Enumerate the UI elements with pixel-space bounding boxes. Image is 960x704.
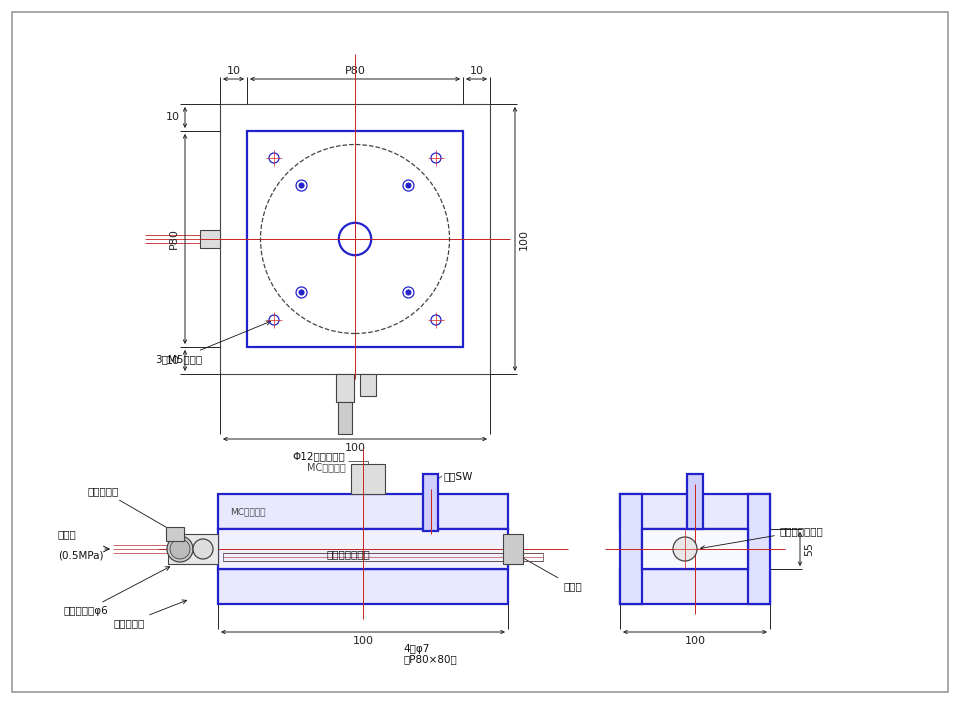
Text: 10: 10 xyxy=(227,66,241,76)
Bar xyxy=(247,131,463,347)
Text: 100: 100 xyxy=(352,636,373,646)
Text: 排気フィルター: 排気フィルター xyxy=(701,526,824,550)
Text: (0.5MPa): (0.5MPa) xyxy=(58,551,104,561)
Text: 流量調整弁: 流量調整弁 xyxy=(113,600,186,628)
Text: 55: 55 xyxy=(804,542,814,556)
Text: 3～M5タップ: 3～M5タップ xyxy=(155,321,271,364)
Bar xyxy=(223,553,543,561)
Circle shape xyxy=(300,183,304,188)
Text: 圧力調整弁: 圧力調整弁 xyxy=(88,486,180,535)
Bar xyxy=(166,527,184,541)
Text: （P80×80）: （P80×80） xyxy=(403,654,457,664)
Bar xyxy=(338,402,352,434)
Circle shape xyxy=(406,183,411,188)
Text: 10: 10 xyxy=(166,356,180,365)
Bar xyxy=(168,534,218,564)
Text: P80: P80 xyxy=(345,66,366,76)
Circle shape xyxy=(300,290,304,295)
Text: MCナイロン: MCナイロン xyxy=(307,462,346,472)
Text: バイブレーター: バイブレーター xyxy=(326,549,370,559)
Bar xyxy=(336,374,354,402)
Text: Φ12（振動部）: Φ12（振動部） xyxy=(293,451,346,461)
Text: 100: 100 xyxy=(684,636,706,646)
Bar xyxy=(642,529,748,570)
Bar xyxy=(200,230,220,248)
Text: P80: P80 xyxy=(169,229,179,249)
Text: 10: 10 xyxy=(166,113,180,122)
Circle shape xyxy=(193,539,213,559)
Bar xyxy=(423,474,438,531)
Circle shape xyxy=(673,537,697,561)
Bar xyxy=(620,570,770,604)
Bar xyxy=(687,474,703,529)
Text: 100: 100 xyxy=(519,229,529,249)
Text: MCナイロン: MCナイロン xyxy=(230,507,266,516)
Circle shape xyxy=(406,290,411,295)
Bar xyxy=(218,570,508,604)
Bar xyxy=(350,464,385,494)
Bar xyxy=(620,494,642,604)
Circle shape xyxy=(167,536,193,562)
Bar xyxy=(218,529,508,570)
Text: 4～φ7: 4～φ7 xyxy=(403,644,429,654)
Text: 駆動SW: 駆動SW xyxy=(443,471,472,481)
Text: 100: 100 xyxy=(345,443,366,453)
Text: 10: 10 xyxy=(469,66,484,76)
Circle shape xyxy=(170,539,190,559)
Bar xyxy=(220,104,490,374)
Text: ホース外径φ6: ホース外径φ6 xyxy=(63,567,170,616)
Bar xyxy=(360,374,376,396)
Text: 駆動弁: 駆動弁 xyxy=(519,556,582,591)
Bar xyxy=(503,534,523,564)
Bar xyxy=(748,494,770,604)
Bar xyxy=(218,494,508,529)
Bar xyxy=(620,494,770,529)
Text: エア源: エア源 xyxy=(58,529,77,539)
